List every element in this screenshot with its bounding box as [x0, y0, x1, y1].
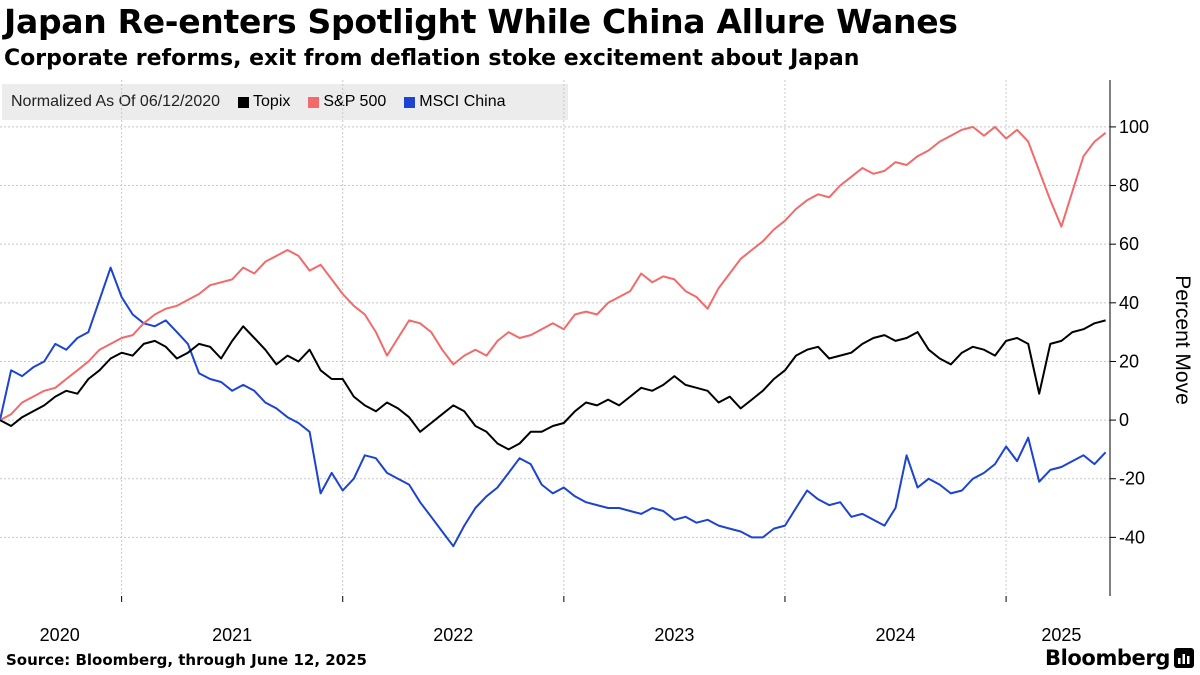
legend-label-sp500: S&P 500 — [323, 93, 387, 110]
y-tick-label: -40 — [1119, 527, 1145, 547]
y-tick-label: -20 — [1119, 469, 1145, 489]
brand-logo-text: Bloomberg — [1044, 646, 1170, 670]
x-tick-label: 2025 — [1041, 625, 1081, 645]
series-line-sp500 — [0, 125, 1107, 421]
x-tick-label: 2022 — [433, 625, 473, 645]
x-tick-label: 2023 — [654, 625, 694, 645]
legend-swatch-topix — [238, 96, 250, 108]
y-tick-label: 20 — [1119, 351, 1139, 371]
series-line-topix — [0, 319, 1106, 451]
x-tick-label: 2024 — [875, 625, 915, 645]
bloomberg-chart-icon — [1174, 648, 1194, 668]
legend-swatch-sp500 — [308, 96, 320, 108]
legend-swatch-msci-china — [404, 96, 416, 108]
legend-normalized-label: Normalized As Of 06/12/2020 — [11, 93, 221, 110]
x-tick-label: 2020 — [40, 625, 80, 645]
legend-item-sp500: S&P 500 — [308, 93, 386, 111]
legend-label-topix: Topix — [253, 93, 291, 110]
y-tick-label: 80 — [1119, 176, 1139, 196]
source-note: Source: Bloomberg, through June 12, 2025 — [6, 651, 367, 669]
y-tick-label: 100 — [1119, 117, 1149, 137]
chart-subtitle: Corporate reforms, exit from deflation s… — [4, 46, 860, 71]
chart-title: Japan Re-enters Spotlight While China Al… — [4, 2, 958, 41]
y-tick-label: 0 — [1119, 410, 1129, 430]
series-line-msci-china — [0, 266, 1107, 548]
y-tick-label: 40 — [1119, 293, 1139, 313]
y-axis-title: Percent Move — [1171, 275, 1194, 405]
x-tick-label: 2021 — [212, 625, 252, 645]
legend: Normalized As Of 06/12/2020 Topix S&P 50… — [2, 84, 568, 120]
legend-item-msci-china: MSCI China — [404, 93, 506, 111]
legend-item-topix: Topix — [238, 93, 290, 111]
y-tick-label: 60 — [1119, 234, 1139, 254]
legend-label-msci-china: MSCI China — [419, 93, 506, 110]
